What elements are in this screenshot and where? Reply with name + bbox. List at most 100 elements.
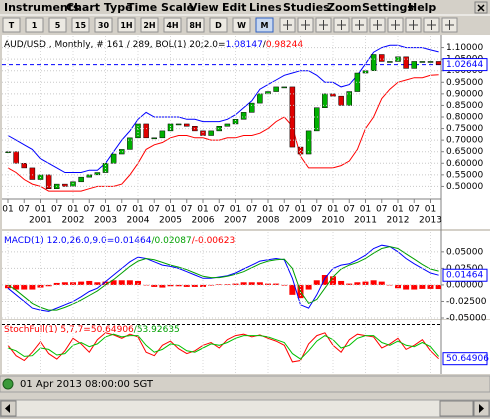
histogram-bar bbox=[313, 280, 320, 285]
year-label: 2004 bbox=[127, 216, 150, 226]
menu-item[interactable]: Settings bbox=[362, 1, 414, 14]
toolbar-button[interactable] bbox=[2, 17, 21, 33]
candle bbox=[314, 107, 320, 132]
arrow-left bbox=[5, 404, 10, 413]
histogram-bar bbox=[151, 284, 158, 287]
toolbar-button[interactable] bbox=[186, 17, 205, 33]
histogram-bar bbox=[183, 284, 190, 287]
candle bbox=[21, 163, 27, 169]
x-tick-label: 01 bbox=[262, 205, 273, 215]
y-tick-label: 0.95000 bbox=[446, 78, 483, 88]
y-tick-label: 0.90000 bbox=[446, 89, 483, 99]
candle bbox=[151, 137, 157, 140]
candle bbox=[29, 167, 36, 180]
y-tick-label: -0.02500 bbox=[446, 297, 487, 307]
status-text: 01 Apr 2013 08:00:00 SGT bbox=[20, 379, 154, 390]
x-tick-label: 07 bbox=[149, 205, 160, 215]
toolbar-button[interactable] bbox=[255, 17, 274, 33]
menu-item[interactable]: Chart Type bbox=[66, 1, 133, 14]
panel-legend: AUD/USD , Monthly, # 161 / 289, BOL(1) 2… bbox=[4, 40, 303, 50]
x-tick-label: 07 bbox=[51, 205, 62, 215]
candle bbox=[289, 86, 296, 148]
legend-segment: StochFull(1) 5,7,7=50.64906 bbox=[4, 325, 134, 335]
candle bbox=[224, 123, 231, 127]
candle bbox=[427, 61, 434, 63]
arrow-right bbox=[479, 404, 484, 413]
toolbar-button[interactable] bbox=[140, 17, 159, 33]
histogram-bar bbox=[338, 280, 345, 285]
candle bbox=[387, 61, 393, 63]
x-tick-label: 01 bbox=[392, 205, 403, 215]
toolbar-button[interactable] bbox=[25, 17, 44, 33]
menu-item[interactable]: Edit bbox=[222, 1, 246, 14]
year-label: 2006 bbox=[192, 216, 215, 226]
y-tick-label: 1.10000 bbox=[446, 43, 483, 53]
candle bbox=[273, 86, 279, 92]
histogram-bar bbox=[411, 284, 418, 290]
scrollbar[interactable] bbox=[0, 399, 490, 418]
value-box-label: 50.64906 bbox=[446, 354, 489, 364]
indicator-line bbox=[7, 244, 439, 312]
x-tick-label: 01 bbox=[165, 205, 176, 215]
candle bbox=[419, 61, 426, 63]
candle bbox=[240, 112, 247, 120]
scroll-thumb[interactable] bbox=[439, 400, 474, 417]
histogram-bar bbox=[21, 284, 28, 290]
toolbar-button[interactable] bbox=[209, 17, 228, 33]
histogram-bar bbox=[321, 275, 328, 285]
toolbar-label: 8H bbox=[189, 21, 201, 30]
candle bbox=[379, 54, 385, 62]
toolbar-button[interactable] bbox=[48, 17, 67, 33]
y-tick-label: 0.00000 bbox=[446, 280, 483, 290]
candle bbox=[13, 151, 19, 164]
menu-item[interactable]: Time Scale bbox=[127, 1, 194, 14]
x-tick-label: 01 bbox=[132, 205, 143, 215]
status-icon bbox=[2, 378, 14, 390]
histogram-bar bbox=[200, 284, 206, 287]
year-label: 2002 bbox=[62, 216, 85, 226]
legend-segment: 1.08147 bbox=[226, 40, 263, 50]
candle bbox=[127, 137, 133, 150]
candle bbox=[257, 93, 263, 104]
x-tick-label: 01 bbox=[2, 205, 13, 215]
histogram-bar bbox=[13, 284, 20, 290]
tool-glyph bbox=[409, 20, 418, 30]
toolbar-label: W bbox=[237, 21, 246, 30]
toolbar-button[interactable] bbox=[71, 17, 90, 33]
candle bbox=[411, 61, 417, 69]
menu-item[interactable]: Zoom bbox=[327, 1, 362, 14]
menu-item[interactable]: View bbox=[189, 1, 219, 14]
toolbar-label: 5 bbox=[55, 21, 61, 30]
histogram-bar bbox=[419, 284, 426, 289]
year-label: 2010 bbox=[322, 216, 345, 226]
legend-segment: MACD(1) 12.0,26.0,9.0=0.01464 bbox=[4, 236, 152, 246]
toolbar-button[interactable] bbox=[163, 17, 182, 33]
tool-glyph bbox=[283, 20, 292, 30]
candle bbox=[249, 102, 255, 113]
legend-segment: /-0.00623 bbox=[192, 236, 236, 246]
histogram-bar bbox=[208, 284, 215, 286]
toolbar-button[interactable] bbox=[117, 17, 136, 33]
menu-item[interactable]: Lines bbox=[249, 1, 282, 14]
candle bbox=[175, 123, 182, 126]
stoch-panel bbox=[2, 320, 490, 374]
plot-area bbox=[7, 332, 439, 363]
menu-item[interactable]: Studies bbox=[283, 1, 330, 14]
candle bbox=[200, 130, 206, 136]
candle bbox=[110, 153, 117, 164]
tool-glyph bbox=[427, 20, 436, 30]
candle bbox=[338, 95, 344, 106]
y-tick-label: 0.85000 bbox=[446, 101, 483, 111]
y-tick-label: 1.00000 bbox=[446, 66, 483, 76]
candle bbox=[346, 91, 352, 106]
x-tick-label: 01 bbox=[230, 205, 241, 215]
menu-item[interactable]: Help bbox=[408, 1, 436, 14]
toolbar-label: M bbox=[261, 21, 269, 30]
x-tick-label: 07 bbox=[311, 205, 322, 215]
status-bar bbox=[0, 375, 490, 393]
x-tick-label: 07 bbox=[116, 205, 127, 215]
menu-item[interactable]: Instruments bbox=[4, 1, 80, 14]
toolbar-button[interactable] bbox=[232, 17, 251, 33]
toolbar-button[interactable] bbox=[94, 17, 113, 33]
